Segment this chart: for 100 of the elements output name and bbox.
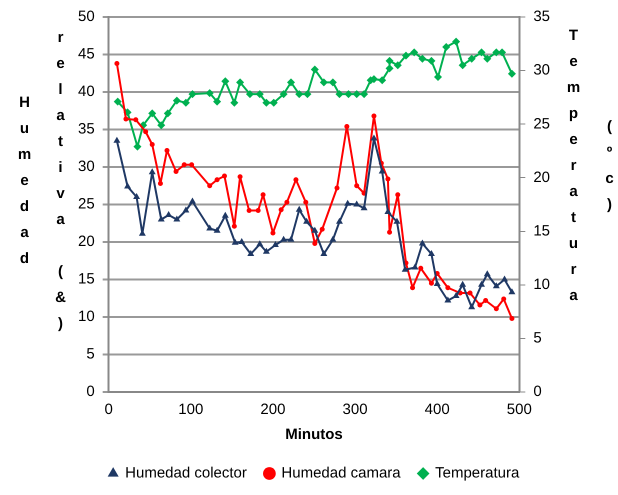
point bbox=[395, 192, 400, 198]
point bbox=[311, 226, 318, 233]
point bbox=[452, 38, 460, 46]
point bbox=[182, 206, 190, 212]
y2-tick-label: 35 bbox=[533, 8, 550, 26]
point bbox=[310, 66, 319, 74]
legend-label: Humedad camara bbox=[281, 464, 402, 482]
point bbox=[157, 121, 166, 130]
point bbox=[206, 89, 214, 98]
point bbox=[508, 70, 516, 78]
point bbox=[232, 238, 239, 245]
point bbox=[353, 200, 360, 206]
point bbox=[182, 162, 187, 168]
x-tick-label: 0 bbox=[104, 401, 113, 418]
point bbox=[188, 198, 196, 204]
point bbox=[236, 78, 244, 86]
point bbox=[189, 162, 194, 168]
point bbox=[444, 296, 452, 302]
point bbox=[483, 298, 488, 303]
y2-tick-label: 5 bbox=[533, 330, 542, 347]
point bbox=[113, 136, 120, 143]
y2-tick-label: 25 bbox=[533, 115, 550, 132]
point bbox=[172, 96, 181, 105]
point bbox=[434, 280, 441, 286]
y-tick-label: 45 bbox=[78, 46, 95, 63]
point bbox=[418, 54, 426, 63]
y2-tick-label: 20 bbox=[533, 168, 550, 186]
point bbox=[303, 218, 310, 224]
point bbox=[148, 109, 156, 118]
point bbox=[442, 43, 450, 51]
point bbox=[344, 90, 352, 98]
point bbox=[352, 90, 361, 98]
point bbox=[246, 90, 254, 98]
point bbox=[459, 280, 466, 287]
y2-tick-label: 10 bbox=[533, 276, 550, 293]
point bbox=[214, 226, 221, 233]
x-tick-label: 200 bbox=[260, 401, 286, 418]
point bbox=[501, 296, 506, 302]
point bbox=[418, 266, 424, 271]
point bbox=[222, 174, 227, 178]
point bbox=[360, 204, 368, 210]
point bbox=[256, 90, 264, 98]
point bbox=[320, 78, 328, 86]
point bbox=[434, 73, 442, 81]
point bbox=[320, 250, 328, 256]
point bbox=[124, 182, 132, 188]
point bbox=[336, 218, 343, 224]
point bbox=[238, 174, 243, 180]
point bbox=[143, 129, 148, 134]
point bbox=[402, 52, 410, 60]
y-tick-label: 15 bbox=[78, 270, 95, 288]
point bbox=[256, 208, 261, 213]
point bbox=[384, 208, 392, 214]
y-tick-label: 0 bbox=[86, 383, 95, 400]
point bbox=[344, 200, 352, 206]
x-tick-label: 400 bbox=[424, 401, 450, 418]
point bbox=[320, 226, 325, 232]
point bbox=[385, 176, 390, 182]
point bbox=[256, 240, 264, 246]
y-tick-label: 25 bbox=[78, 196, 95, 213]
y2-tick-label: 30 bbox=[533, 62, 550, 79]
point bbox=[344, 124, 350, 129]
point bbox=[428, 280, 434, 286]
point bbox=[478, 280, 485, 287]
point bbox=[174, 169, 179, 174]
point bbox=[222, 212, 229, 218]
point bbox=[260, 192, 266, 198]
point bbox=[246, 208, 252, 213]
y-tick-label: 10 bbox=[78, 308, 95, 326]
point bbox=[412, 264, 418, 270]
point bbox=[427, 56, 436, 65]
point bbox=[133, 142, 142, 151]
y-tick-label: 20 bbox=[78, 233, 95, 250]
point bbox=[354, 183, 360, 188]
point bbox=[335, 90, 344, 98]
point bbox=[445, 285, 450, 290]
point bbox=[158, 216, 165, 222]
point bbox=[478, 48, 486, 56]
point bbox=[387, 230, 392, 235]
point bbox=[173, 216, 180, 222]
point bbox=[238, 238, 246, 244]
point bbox=[303, 200, 308, 205]
point bbox=[284, 200, 290, 205]
legend-label: Humedad colector bbox=[125, 464, 247, 482]
point bbox=[452, 292, 460, 298]
point bbox=[164, 109, 172, 118]
text: Humedad relativa (&) bbox=[16, 29, 69, 341]
point bbox=[402, 266, 409, 272]
point bbox=[360, 90, 368, 98]
point bbox=[303, 90, 312, 98]
point bbox=[280, 90, 288, 98]
point bbox=[371, 114, 376, 118]
point bbox=[221, 77, 230, 86]
point bbox=[394, 61, 402, 70]
point bbox=[498, 48, 506, 56]
point bbox=[458, 61, 467, 70]
point bbox=[492, 48, 500, 56]
point bbox=[468, 290, 473, 296]
point bbox=[468, 54, 476, 63]
point bbox=[164, 148, 170, 153]
